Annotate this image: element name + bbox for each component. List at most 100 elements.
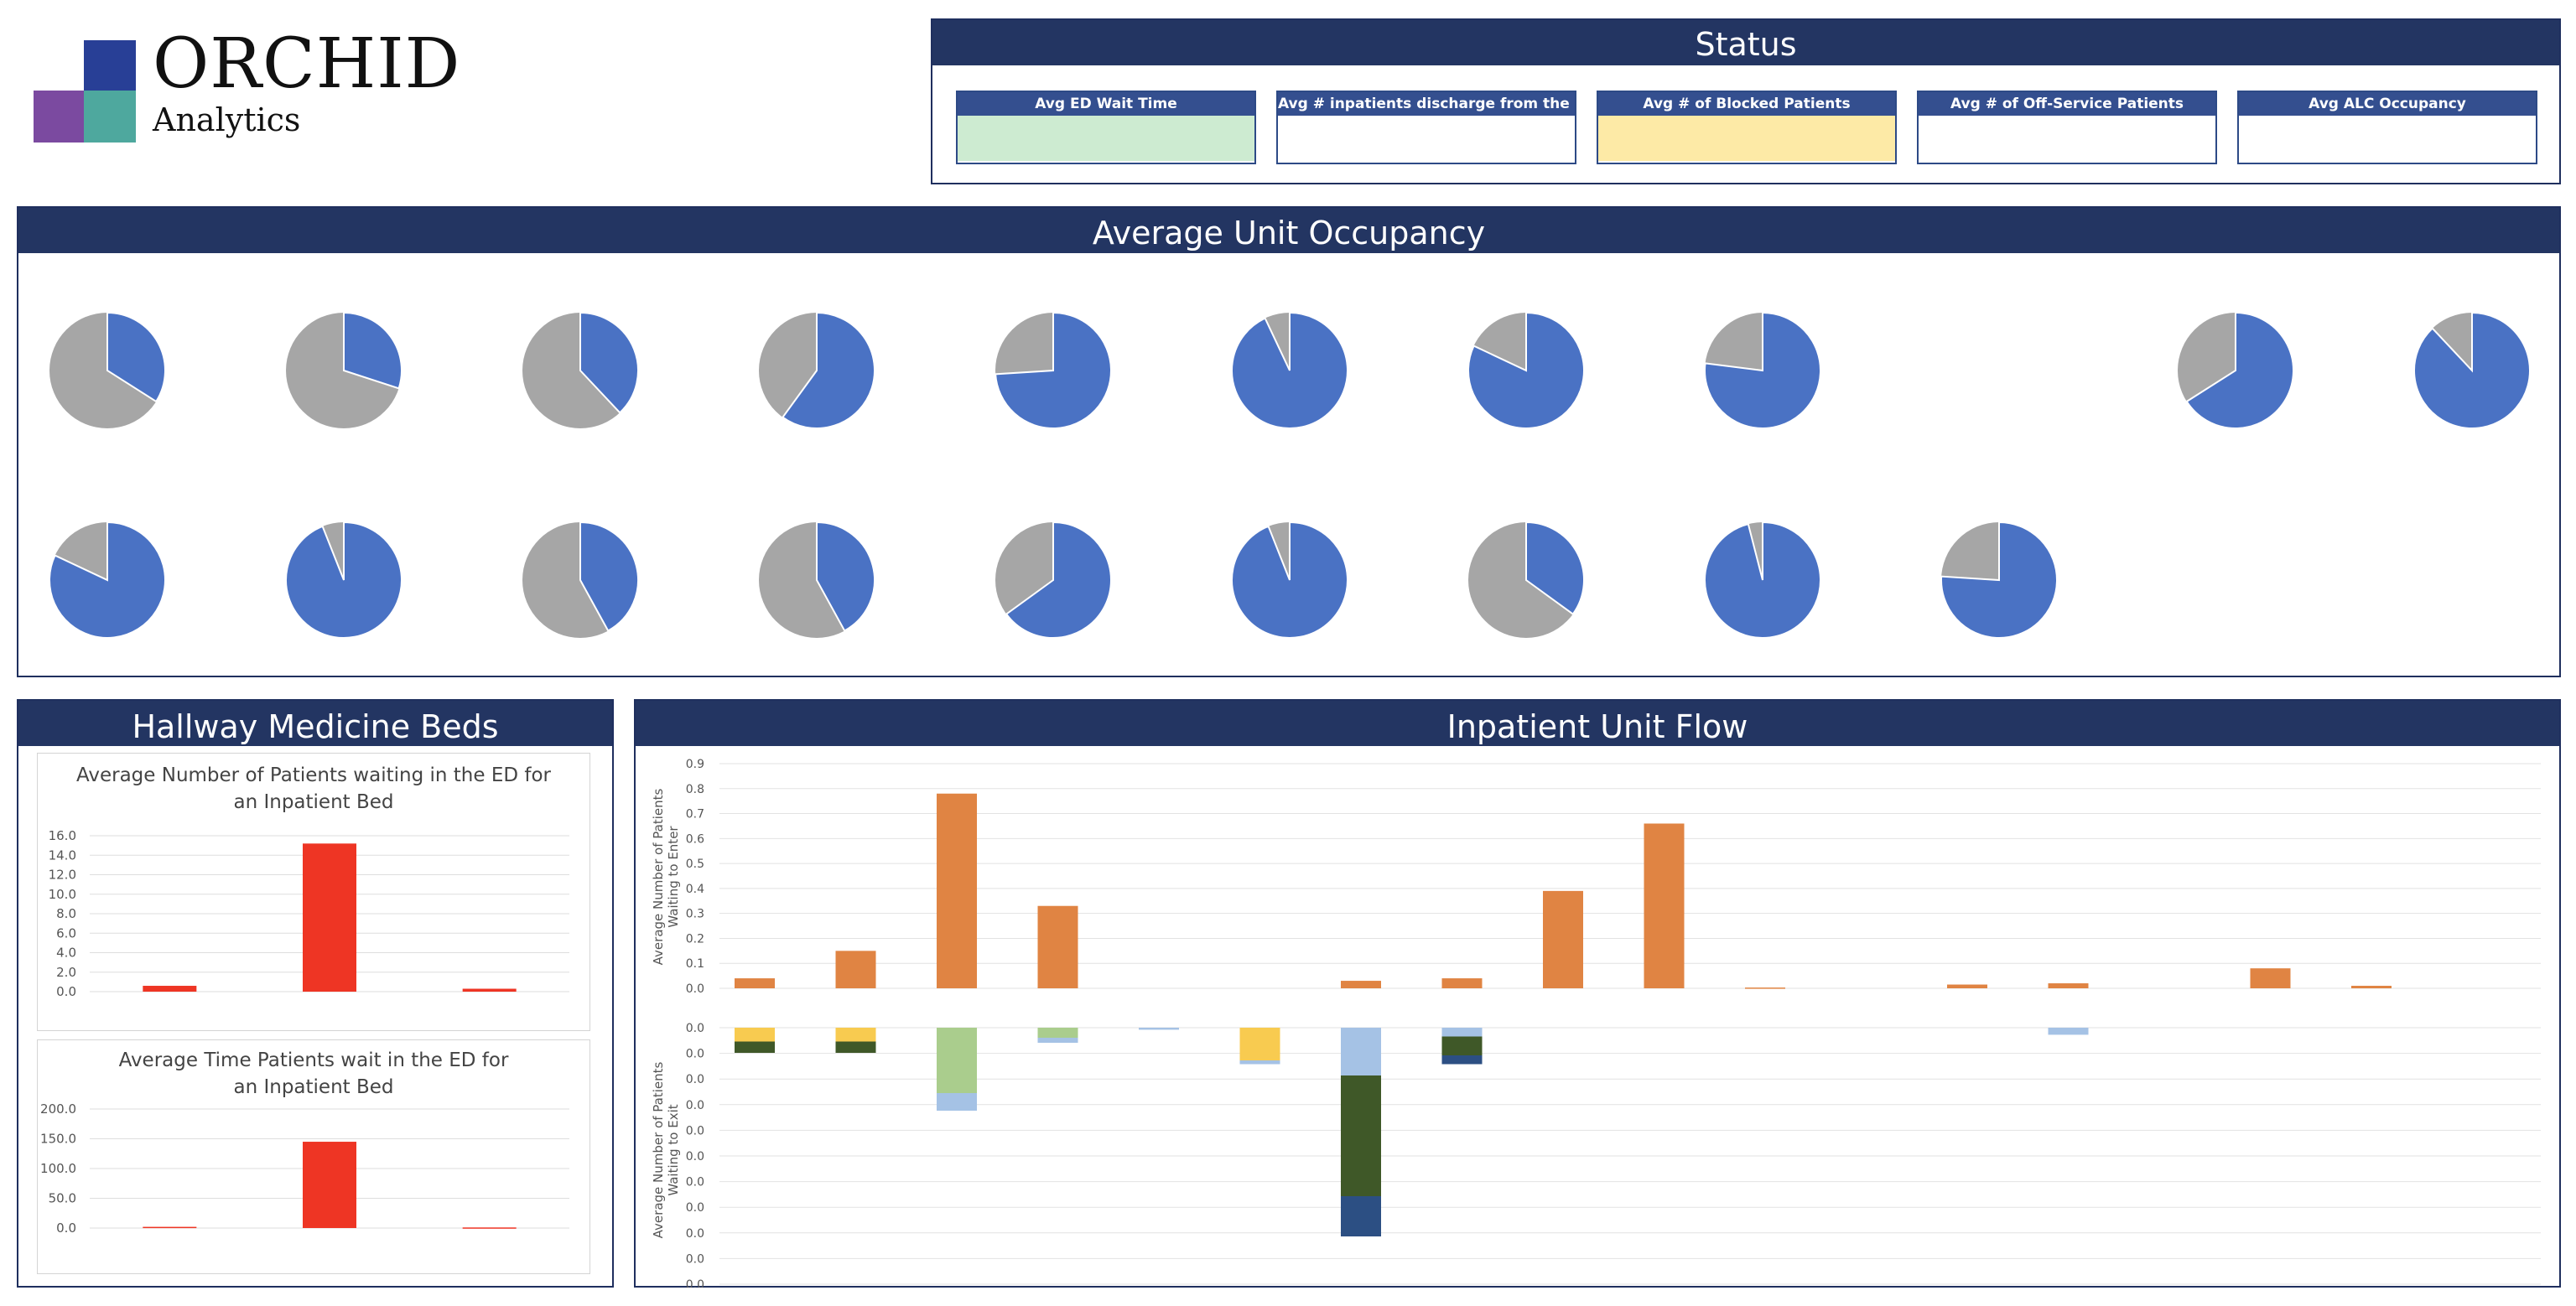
tick-label: 200.0 bbox=[40, 1101, 76, 1117]
occupancy-pie bbox=[286, 311, 402, 428]
tick-label: 0.0 bbox=[686, 1124, 704, 1138]
bar-segment bbox=[937, 1093, 977, 1111]
bar-segment bbox=[1341, 1075, 1381, 1196]
bar-segment bbox=[1441, 1036, 1483, 1055]
tick-label: 0.0 bbox=[686, 1201, 704, 1215]
bar bbox=[1745, 987, 1785, 989]
kpi-box: Avg # of Off-Service Patients bbox=[1917, 91, 2217, 164]
flow-chart: 0.9 0.8 0.7 0.6 0.5 0.4 0.3 0.2 0.1 0.0 0.0 0.0 0.0 0… bbox=[651, 758, 2541, 1288]
pie-slice-occupied bbox=[1005, 521, 1112, 639]
occupancy-pie bbox=[2178, 311, 2294, 429]
tick-label: 0.3 bbox=[686, 908, 704, 921]
kpi-value bbox=[2239, 116, 2536, 161]
tick-label: 0.5 bbox=[686, 858, 704, 871]
tick-label: 0.0 bbox=[686, 1278, 704, 1288]
bar bbox=[1947, 984, 1987, 988]
bar-segment bbox=[1341, 1196, 1381, 1236]
kpi-label: Avg # of Off-Service Patients bbox=[1919, 92, 2215, 116]
bar-segment bbox=[1037, 1028, 1078, 1038]
occupancy-title: Average Unit Occupancy bbox=[18, 208, 2559, 253]
tick-label: 0.0 bbox=[686, 1150, 704, 1163]
kpi-box: Avg ED Wait Time bbox=[956, 91, 1256, 164]
tick-label: 10.0 bbox=[49, 887, 76, 902]
kpi-label: Avg ALC Occupancy bbox=[2239, 92, 2536, 116]
occupancy-pie bbox=[1704, 521, 1821, 639]
bar bbox=[937, 793, 977, 988]
bar bbox=[1037, 905, 1078, 988]
logo-square-blue bbox=[84, 40, 136, 92]
bar-segment bbox=[835, 1028, 876, 1042]
kpi-value bbox=[1278, 116, 1575, 161]
bar-segment bbox=[835, 1041, 876, 1053]
occupancy-pie bbox=[1231, 311, 1348, 429]
bar-segment bbox=[1037, 1038, 1078, 1043]
tick-label: 0.4 bbox=[686, 883, 704, 896]
occupancy-panel: Average Unit Occupancy bbox=[17, 206, 2561, 677]
kpi-label: Avg # of Blocked Patients bbox=[1598, 92, 1895, 116]
wait-time-chart: Average Time Patients wait in the ED for… bbox=[37, 1039, 590, 1274]
occupancy-pie bbox=[995, 521, 1112, 639]
tick-label: 4.0 bbox=[56, 946, 76, 961]
occupancy-pie bbox=[285, 521, 402, 639]
bar-segment bbox=[1139, 1028, 1179, 1030]
tick-label: 0.7 bbox=[686, 808, 704, 821]
tick-label: 16.0 bbox=[49, 828, 76, 843]
kpi-value bbox=[1919, 116, 2215, 161]
tick-label: 6.0 bbox=[56, 925, 76, 941]
bar bbox=[303, 1142, 356, 1228]
kpi-box: Avg # of Blocked Patients bbox=[1597, 91, 1897, 164]
bar-segment bbox=[1239, 1028, 1280, 1060]
kpi-label: Avg ED Wait Time bbox=[958, 92, 1254, 116]
bar bbox=[2351, 986, 2392, 988]
occupancy-pie bbox=[1704, 311, 1821, 429]
occupancy-pie bbox=[522, 521, 639, 638]
bar bbox=[1644, 823, 1685, 988]
kpi-box: Avg # inpatients discharge from the ED bbox=[1276, 91, 1576, 164]
waiting-patients-chart: Average Number of Patients waiting in th… bbox=[37, 753, 590, 1031]
bar-segment bbox=[1341, 1028, 1381, 1075]
tick-label: 0.0 bbox=[686, 1022, 704, 1035]
pie-slice-occupied bbox=[2185, 311, 2294, 429]
bar-segment bbox=[1441, 1028, 1483, 1037]
occupancy-pie bbox=[1468, 521, 1585, 638]
chart-title: Average Time Patients wait in the ED for… bbox=[118, 1049, 509, 1098]
hallway-title: Hallway Medicine Beds bbox=[18, 701, 612, 746]
occupancy-pie bbox=[2413, 311, 2532, 429]
hallway-panel: Hallway Medicine Beds Average Number of … bbox=[17, 699, 614, 1288]
tick-label: 0.8 bbox=[686, 783, 704, 796]
tick-label: 0.0 bbox=[686, 1227, 704, 1241]
tick-label: 14.0 bbox=[49, 847, 76, 863]
tick-label: 0.0 bbox=[56, 984, 76, 999]
status-panel: Status Avg ED Wait Time Avg # inpatients … bbox=[931, 18, 2561, 184]
axis-label: Average Number of Patients bbox=[651, 1061, 666, 1238]
tick-label: 0.1 bbox=[686, 957, 704, 971]
pie-slice-occupied bbox=[782, 311, 875, 429]
occupancy-pies bbox=[49, 311, 2532, 639]
bar-segment bbox=[1441, 1055, 1483, 1065]
pie-slice-occupied bbox=[816, 521, 875, 632]
kpi-box: Avg ALC Occupancy bbox=[2237, 91, 2537, 164]
occupancy-pie bbox=[522, 311, 639, 428]
bar bbox=[1543, 890, 1583, 988]
axis-label: Average Number of Patients bbox=[651, 788, 666, 965]
tick-label: 12.0 bbox=[49, 868, 76, 883]
axis-label: Waiting to Enter bbox=[666, 826, 681, 928]
pie-slice-occupied bbox=[106, 311, 166, 403]
tick-label: 0.0 bbox=[56, 1220, 76, 1236]
tick-label: 0.6 bbox=[686, 832, 704, 846]
occupancy-pie bbox=[995, 311, 1112, 429]
pie-slice-occupied bbox=[1525, 521, 1585, 615]
occupancy-pie bbox=[49, 521, 166, 639]
tick-label: 50.0 bbox=[49, 1191, 76, 1206]
tick-label: 8.0 bbox=[56, 906, 76, 921]
bar bbox=[2048, 983, 2089, 988]
occupancy-pie bbox=[759, 311, 875, 429]
occupancy-pie bbox=[49, 311, 166, 428]
bar-segment bbox=[735, 1028, 775, 1042]
bar bbox=[835, 951, 876, 988]
kpi-label: Avg # inpatients discharge from the ED bbox=[1278, 92, 1575, 116]
logo-square-teal bbox=[84, 91, 136, 143]
tick-label: 0.0 bbox=[686, 1099, 704, 1112]
bar bbox=[735, 978, 775, 988]
bar bbox=[303, 843, 356, 992]
